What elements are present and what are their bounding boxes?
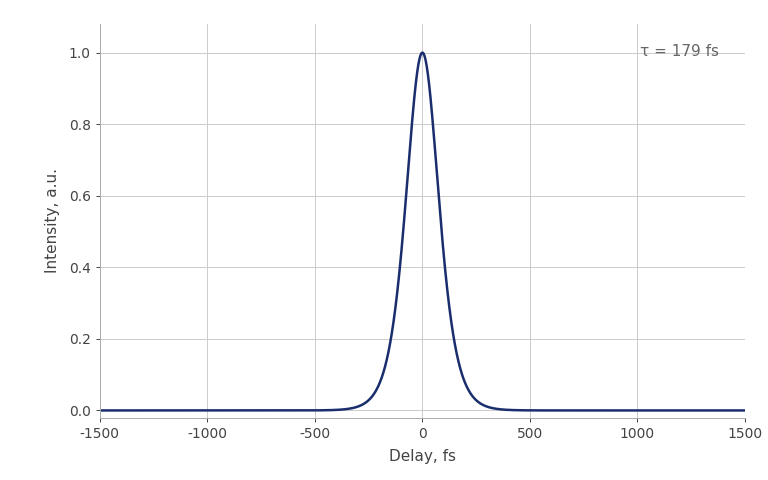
- X-axis label: Delay, fs: Delay, fs: [389, 449, 456, 464]
- Y-axis label: Intensity, a.u.: Intensity, a.u.: [45, 168, 61, 273]
- Text: τ = 179 fs: τ = 179 fs: [641, 44, 719, 59]
